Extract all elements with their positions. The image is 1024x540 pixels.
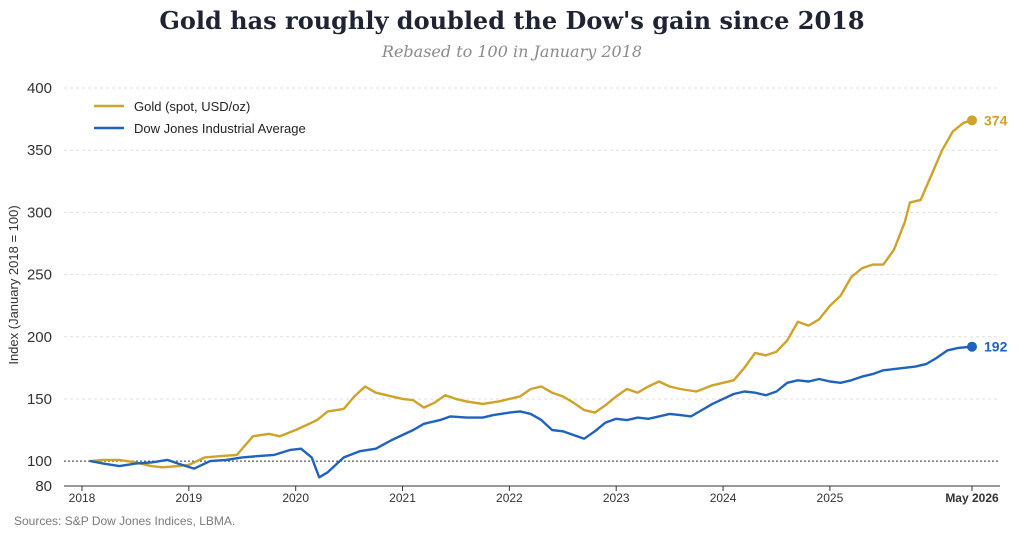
source-note: Sources: S&P Dow Jones Indices, LBMA. [14,514,236,528]
series-end-marker-0 [967,115,977,126]
y-axis-label: Index (January 2018 = 100) [6,205,21,364]
x-tick-label: 2023 [603,491,630,505]
series-end-marker-1 [967,341,977,352]
x-axis-ticks: 2018 2019 2020 2021 2022 2023 2024 2025 May 2026 [69,486,999,505]
series-line-0 [89,119,974,469]
series-end-label-1: 192 [984,339,1008,355]
y-tick-label: 400 [27,80,52,97]
series-end-label-0: 374 [984,112,1008,128]
chart-title: Gold has roughly doubled the Dow's gain … [159,6,865,35]
x-tick-label: 2018 [69,491,96,505]
legend-label-1: Dow Jones Industrial Average [134,121,306,136]
y-tick-label: 100 [27,453,52,470]
y-tick-label: 350 [27,142,52,159]
y-tick-label: 200 [27,329,52,346]
x-tick-label: 2020 [282,491,309,505]
x-tick-label: 2024 [710,491,737,505]
series-lines: 374 192 [89,112,1008,479]
x-tick-label: 2021 [389,491,416,505]
gridlines [64,87,1000,400]
y-axis-ticks: 80 100 150 200 250 300 350 400 [27,80,52,495]
x-tick-label: 2019 [175,491,202,505]
x-tick-label: 2025 [817,491,844,505]
legend: Gold (spot, USD/oz) Dow Jones Industrial … [94,99,306,136]
x-tick-label: 2022 [496,491,523,505]
x-tick-label: May 2026 [945,491,999,505]
y-tick-label: 300 [27,204,52,221]
legend-label-0: Gold (spot, USD/oz) [134,99,250,114]
y-tick-label: 80 [35,478,52,495]
series-line-1 [89,345,974,479]
y-tick-label: 250 [27,267,52,284]
y-tick-label: 150 [27,391,52,408]
chart-subtitle: Rebased to 100 in January 2018 [381,42,643,61]
